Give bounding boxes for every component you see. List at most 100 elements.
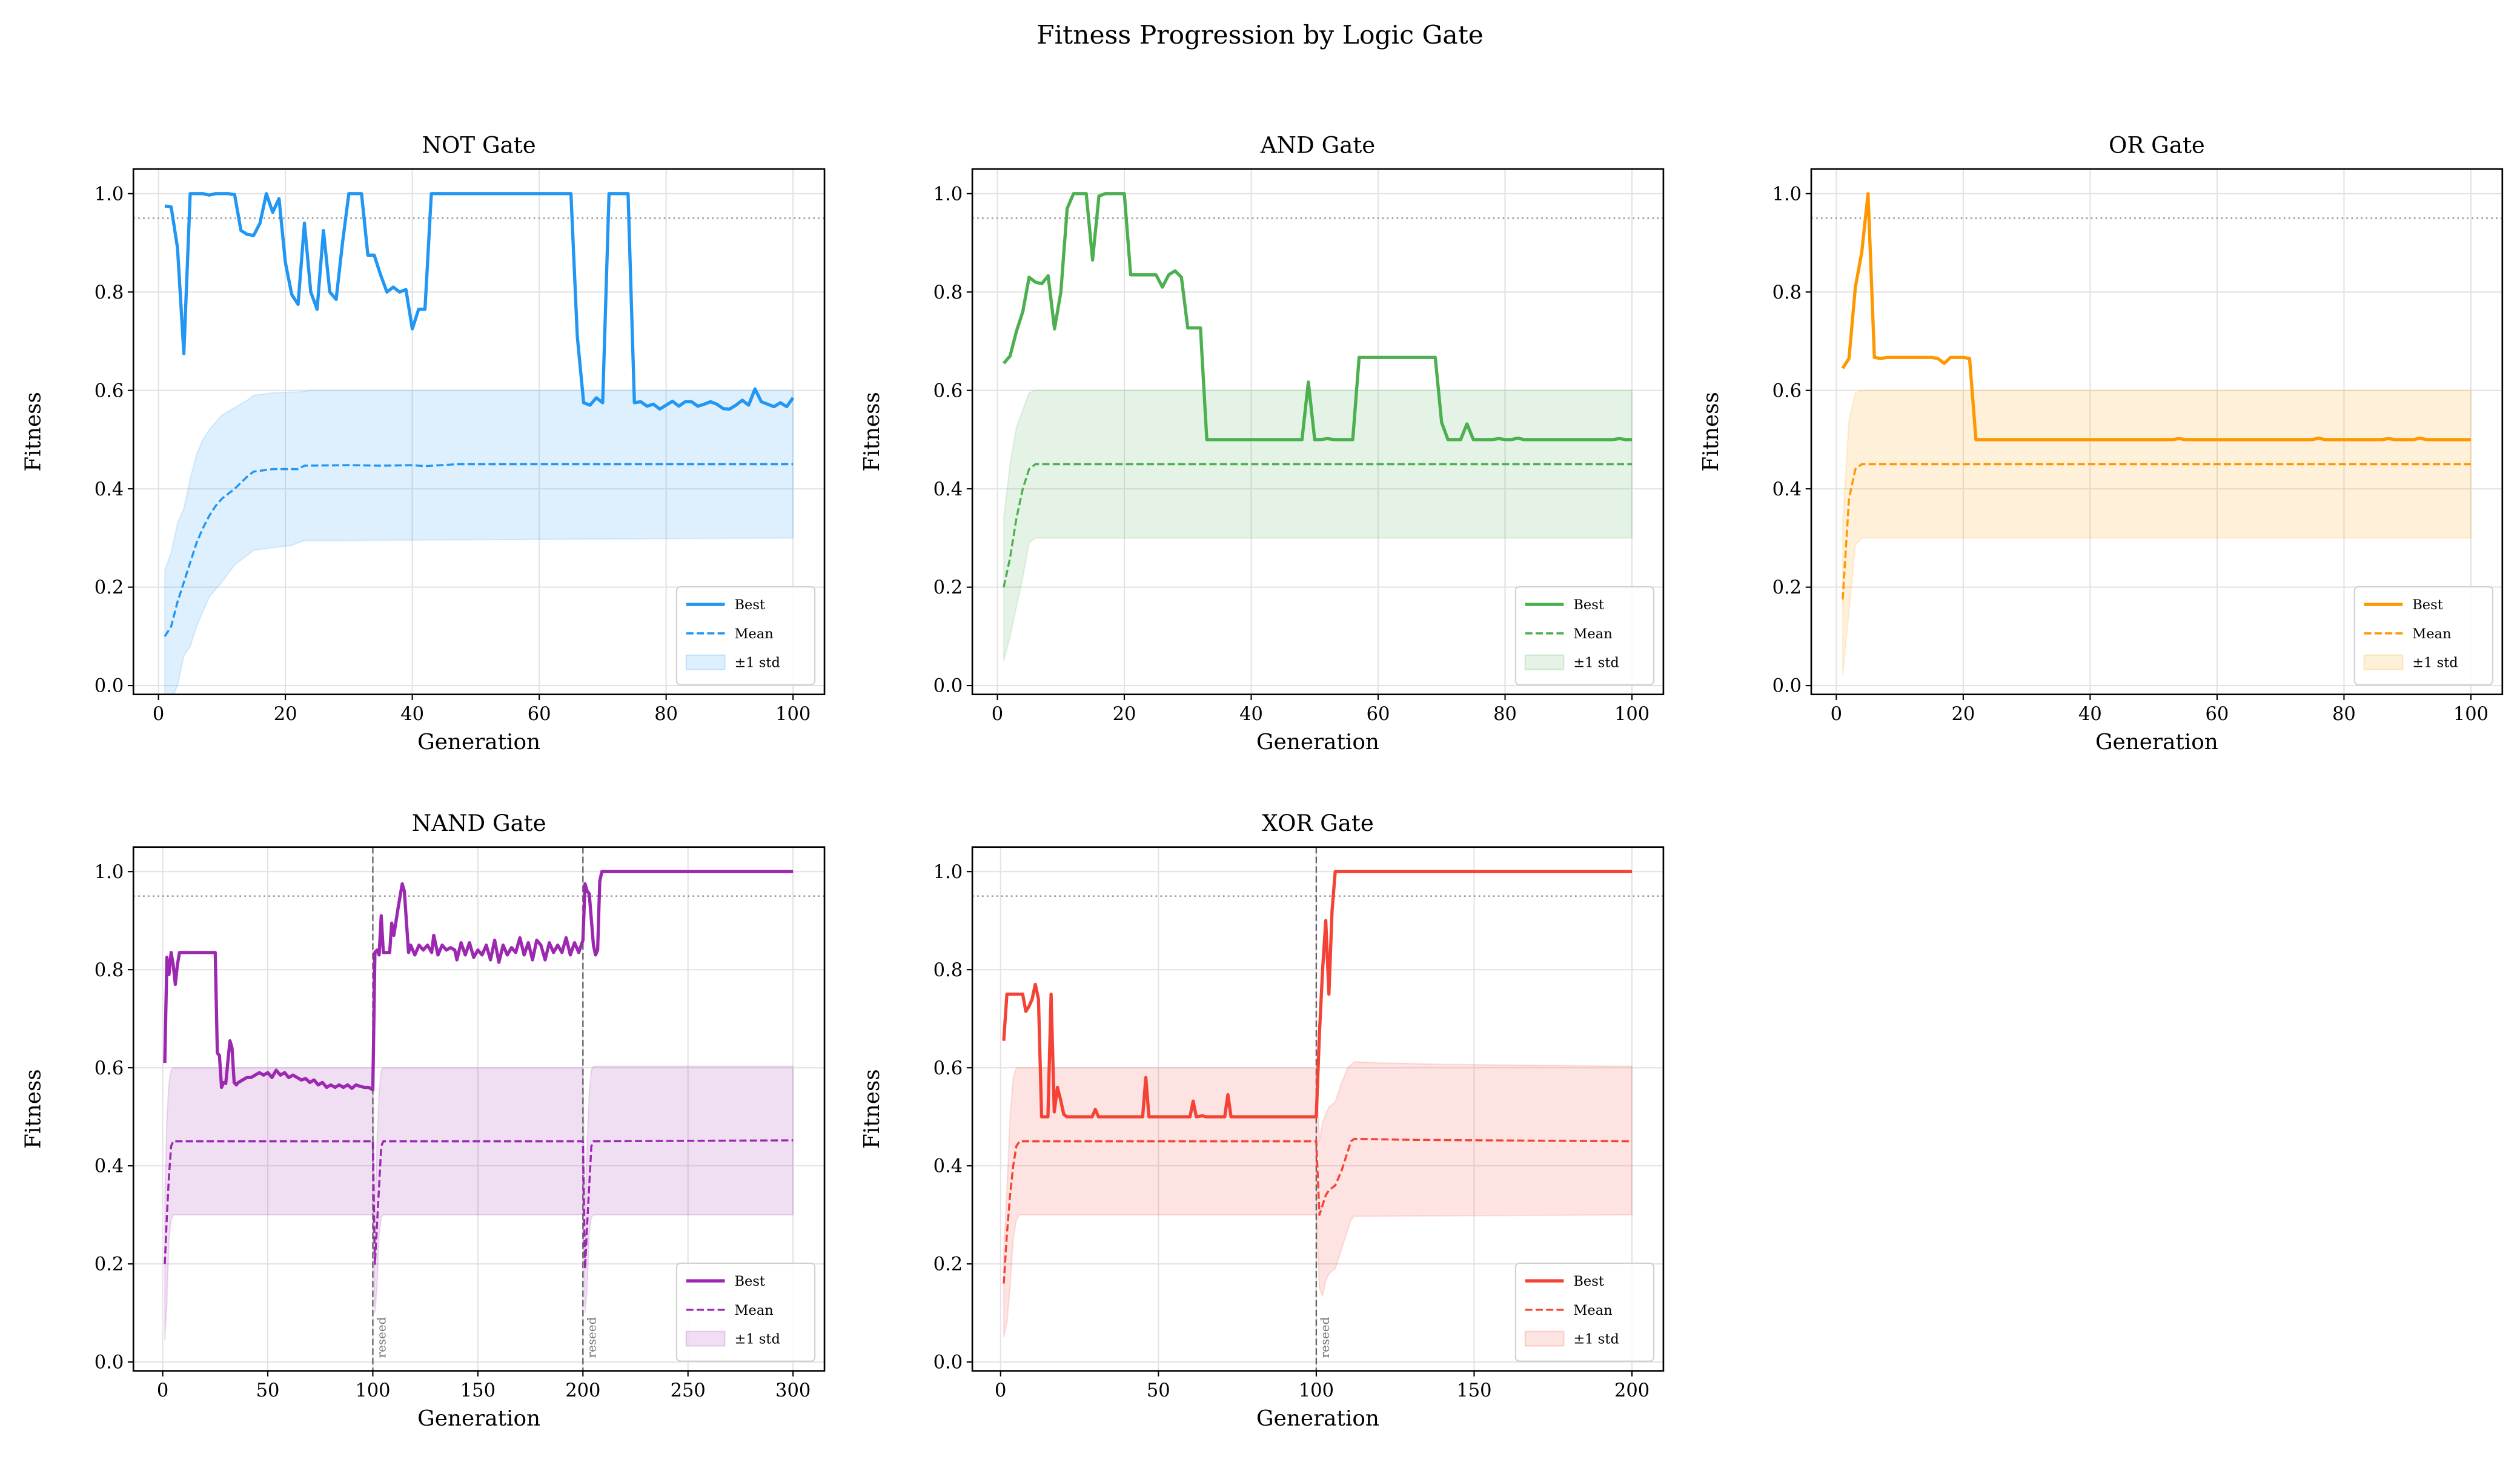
series-mean-line bbox=[164, 1139, 794, 1270]
legend-std-swatch bbox=[1524, 654, 1565, 670]
reseed-label: reseed bbox=[585, 1317, 599, 1358]
x-tick-label: 150 bbox=[460, 1380, 496, 1401]
axes-frame bbox=[971, 168, 1665, 696]
panel-title: NAND Gate bbox=[412, 810, 546, 836]
legend-label: Mean bbox=[1573, 1303, 1612, 1318]
axes-frame bbox=[132, 846, 826, 1372]
x-tick-label: 250 bbox=[671, 1380, 706, 1401]
panel-title: OR Gate bbox=[2109, 133, 2205, 159]
x-tick-label: 100 bbox=[1614, 704, 1650, 725]
x-tick-label: 0 bbox=[992, 704, 1003, 725]
x-axis-label: Generation bbox=[417, 730, 540, 755]
y-tick-label: 0.0 bbox=[933, 676, 963, 697]
x-axis-label: Generation bbox=[1256, 1406, 1379, 1431]
panel-title: NOT Gate bbox=[422, 133, 536, 159]
x-tick-label: 150 bbox=[1456, 1380, 1491, 1401]
y-tick-label: 0.0 bbox=[933, 1352, 963, 1373]
panel-not-gate: 0 20 40 60 80 100 0.0 0.2 0.4 0.6 0.8 1.0 NOT Gate Ge… bbox=[21, 133, 826, 755]
x-tick-label: 40 bbox=[1239, 704, 1263, 725]
y-axis-label: Fitness bbox=[860, 1069, 884, 1149]
series-best-line bbox=[1002, 870, 1633, 1119]
x-tick-label: 40 bbox=[2078, 704, 2102, 725]
series-best-line bbox=[164, 192, 795, 411]
y-tick-label: 0.6 bbox=[933, 380, 963, 402]
y-tick-label: 0.0 bbox=[1772, 676, 1802, 697]
x-tick-label: 200 bbox=[565, 1380, 600, 1401]
plot-area bbox=[133, 192, 825, 695]
y-tick-label: 0.0 bbox=[94, 1352, 124, 1373]
plot-area bbox=[133, 847, 825, 1371]
figure-title: Fitness Progression by Logic Gate bbox=[1036, 21, 1484, 50]
legend: Best Mean ±1 std bbox=[1514, 586, 1655, 686]
legend-box bbox=[2353, 586, 2493, 686]
panel-xor-gate: reseed 0 50 100 150 200 0.0 0.2 0.4 0.6 0.8 1.0 XOR … bbox=[860, 810, 1665, 1431]
x-tick-label: 200 bbox=[1614, 1380, 1650, 1401]
y-tick-label: 0.2 bbox=[94, 577, 124, 598]
y-axis-label: Fitness bbox=[860, 392, 884, 472]
reseed-label: reseed bbox=[1318, 1317, 1332, 1358]
panel-or-gate: 0 20 40 60 80 100 0.0 0.2 0.4 0.6 0.8 1.0 OR Gate Gen… bbox=[1699, 133, 2504, 755]
legend-label: ±1 std bbox=[2412, 655, 2458, 671]
legend-label: Mean bbox=[1573, 626, 1612, 642]
legend-std-swatch bbox=[685, 1330, 726, 1347]
x-tick-label: 60 bbox=[528, 704, 551, 725]
y-tick-label: 0.8 bbox=[933, 960, 963, 981]
y-tick-label: 0.8 bbox=[933, 282, 963, 303]
legend-label: Best bbox=[734, 1274, 765, 1289]
y-tick-label: 1.0 bbox=[933, 183, 963, 205]
legend-label: Best bbox=[734, 597, 765, 613]
y-tick-label: 1.0 bbox=[94, 183, 124, 205]
y-tick-label: 0.6 bbox=[1772, 380, 1802, 402]
y-axis-label: Fitness bbox=[21, 392, 45, 472]
series-best-line bbox=[163, 870, 794, 1092]
series-best-line bbox=[1841, 192, 2471, 441]
y-tick-label: 0.4 bbox=[1772, 479, 1802, 500]
x-tick-label: 100 bbox=[355, 1380, 390, 1401]
y-tick-label: 0.2 bbox=[933, 1254, 963, 1275]
x-tick-label: 20 bbox=[1113, 704, 1136, 725]
legend-label: Mean bbox=[734, 1303, 773, 1318]
x-tick-label: 100 bbox=[2453, 704, 2488, 725]
std-band bbox=[1842, 389, 2472, 676]
panel-title: AND Gate bbox=[1260, 133, 1376, 159]
x-tick-label: 40 bbox=[400, 704, 424, 725]
y-tick-label: 1.0 bbox=[94, 862, 124, 883]
y-tick-label: 0.2 bbox=[94, 1254, 124, 1275]
axes-frame bbox=[132, 168, 826, 696]
x-axis-label: Generation bbox=[1256, 730, 1379, 755]
y-tick-label: 1.0 bbox=[1772, 183, 1802, 205]
x-tick-label: 0 bbox=[995, 1380, 1006, 1401]
y-axis-label: Fitness bbox=[21, 1069, 45, 1149]
axes-frame bbox=[1810, 168, 2504, 696]
legend-label: ±1 std bbox=[734, 655, 780, 671]
legend-box bbox=[1514, 586, 1655, 686]
series-mean-line bbox=[1003, 463, 1633, 587]
x-tick-label: 50 bbox=[256, 1380, 280, 1401]
legend-label: ±1 std bbox=[1573, 1332, 1619, 1347]
x-tick-label: 80 bbox=[2332, 704, 2356, 725]
y-tick-label: 0.6 bbox=[94, 1058, 124, 1079]
y-tick-label: 0.4 bbox=[94, 479, 124, 500]
y-tick-label: 0.0 bbox=[94, 676, 124, 697]
series-best-line bbox=[1002, 192, 1633, 441]
legend-std-swatch bbox=[2363, 654, 2404, 670]
x-tick-label: 60 bbox=[2206, 704, 2229, 725]
x-axis-label: Generation bbox=[417, 1406, 540, 1431]
legend-label: Best bbox=[1573, 1274, 1604, 1289]
legend-label: ±1 std bbox=[1573, 655, 1619, 671]
legend: Best Mean ±1 std bbox=[675, 586, 816, 686]
y-tick-label: 0.8 bbox=[94, 282, 124, 303]
x-tick-label: 80 bbox=[1493, 704, 1517, 725]
x-tick-label: 0 bbox=[1831, 704, 1842, 725]
legend: Best Mean ±1 std bbox=[2353, 586, 2493, 686]
legend-label: ±1 std bbox=[734, 1332, 780, 1347]
legend: Best Mean ±1 std bbox=[1514, 1262, 1655, 1362]
y-tick-label: 0.8 bbox=[94, 960, 124, 981]
legend-box bbox=[675, 586, 816, 686]
y-tick-label: 0.6 bbox=[933, 1058, 963, 1079]
axes-frame bbox=[971, 846, 1665, 1372]
y-tick-label: 0.4 bbox=[933, 1156, 963, 1177]
y-axis-label: Fitness bbox=[1699, 392, 1723, 472]
reseed-label: reseed bbox=[375, 1317, 389, 1358]
